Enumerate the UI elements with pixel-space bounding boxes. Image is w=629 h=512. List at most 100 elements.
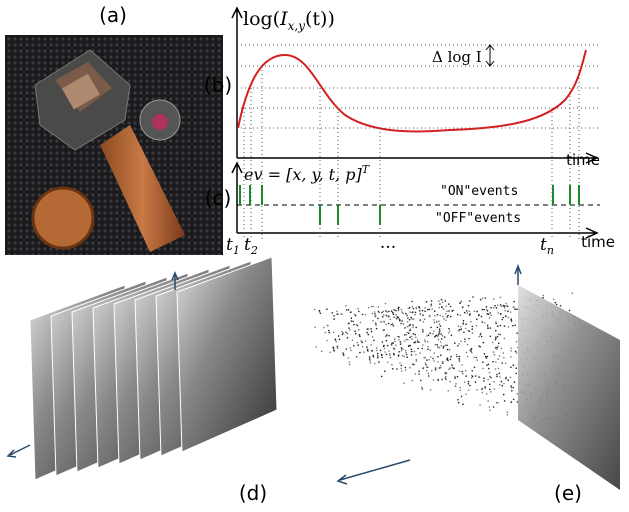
event-point xyxy=(493,351,495,353)
event-point xyxy=(507,411,509,413)
event-point xyxy=(431,304,433,306)
event-point xyxy=(429,309,431,311)
event-point xyxy=(411,354,413,356)
axes xyxy=(232,8,597,238)
event-point xyxy=(445,376,447,378)
event-point xyxy=(560,305,562,307)
time-mark: tn xyxy=(540,235,554,257)
time-mark: t2 xyxy=(244,235,258,257)
event-point xyxy=(424,341,426,343)
event-point xyxy=(441,338,443,340)
event-point xyxy=(445,379,447,381)
event-point xyxy=(352,340,354,342)
event-point xyxy=(433,319,435,321)
event-point xyxy=(321,350,323,352)
event-point xyxy=(411,318,413,320)
event-point xyxy=(411,351,413,353)
event-guides xyxy=(244,66,579,240)
event-point xyxy=(440,325,442,327)
event-point xyxy=(403,382,405,384)
event-point xyxy=(445,344,447,346)
event-point xyxy=(447,315,449,317)
event-point xyxy=(503,394,505,396)
event-point xyxy=(386,315,388,317)
event-point xyxy=(413,333,415,335)
event-point xyxy=(463,332,465,334)
event-point xyxy=(500,304,502,306)
event-point xyxy=(438,380,440,382)
event-point xyxy=(489,317,491,319)
event-point xyxy=(478,345,480,347)
event-point xyxy=(395,344,397,346)
event-point xyxy=(401,365,403,367)
event-point xyxy=(504,307,506,309)
event-point xyxy=(496,348,498,350)
event-point xyxy=(409,325,411,327)
event-point xyxy=(467,312,469,314)
event-point xyxy=(447,390,449,392)
event-point xyxy=(405,369,407,371)
event-point xyxy=(464,341,466,343)
event-point xyxy=(348,361,350,363)
event-point xyxy=(498,368,500,370)
event-point xyxy=(419,310,421,312)
event-point xyxy=(445,377,447,379)
event-point xyxy=(465,328,467,330)
event-point xyxy=(476,318,478,320)
event-point xyxy=(461,300,463,302)
event-point xyxy=(454,376,456,378)
event-point xyxy=(430,305,432,307)
event-point xyxy=(401,370,403,372)
event-point xyxy=(469,300,471,302)
event-point xyxy=(461,364,463,366)
event-point xyxy=(496,376,498,378)
event-point xyxy=(495,338,497,340)
event-point xyxy=(483,377,485,379)
event-point xyxy=(440,333,442,335)
event-point xyxy=(349,329,351,331)
event-point xyxy=(351,317,353,319)
event-point xyxy=(380,321,382,323)
event-point xyxy=(515,373,517,375)
event-point xyxy=(514,324,516,326)
event-point xyxy=(370,328,372,330)
event-point xyxy=(492,361,494,363)
event-point xyxy=(426,370,428,372)
event-point xyxy=(490,315,492,317)
event-point xyxy=(433,360,435,362)
event-point xyxy=(383,345,385,347)
axis-arrow xyxy=(8,445,30,457)
event-point xyxy=(517,401,519,403)
event-point xyxy=(472,332,474,334)
event-point xyxy=(482,321,484,323)
event-point xyxy=(401,311,403,313)
event-point xyxy=(501,348,503,350)
event-point xyxy=(422,344,424,346)
event-point xyxy=(503,352,505,354)
event-point xyxy=(468,305,470,307)
event-point xyxy=(429,332,431,334)
event-point xyxy=(393,313,395,315)
event-point xyxy=(373,356,375,358)
event-point xyxy=(462,373,464,375)
event-point xyxy=(381,357,383,359)
event-point xyxy=(413,342,415,344)
event-point xyxy=(357,344,359,346)
event-point xyxy=(516,341,518,343)
event-point xyxy=(341,331,343,333)
event-point xyxy=(342,332,344,334)
event-point xyxy=(426,366,428,368)
event-point xyxy=(409,319,411,321)
event-point xyxy=(406,339,408,341)
level-lines xyxy=(237,45,600,128)
event-point xyxy=(327,325,329,327)
event-point xyxy=(506,376,508,378)
event-point xyxy=(471,348,473,350)
event-point xyxy=(468,381,470,383)
event-point xyxy=(381,355,383,357)
event-point xyxy=(383,314,385,316)
event-point xyxy=(515,309,517,311)
event-point xyxy=(397,336,399,338)
event-point xyxy=(505,315,507,317)
event-point xyxy=(452,365,454,367)
